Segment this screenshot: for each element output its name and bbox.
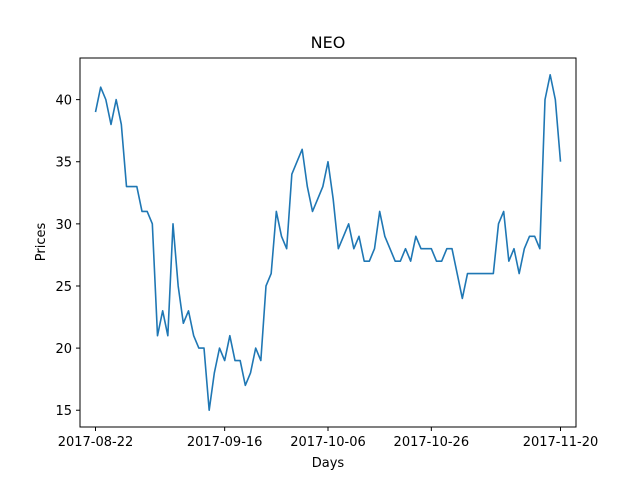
y-tick-label: 20 <box>55 342 72 357</box>
y-tick-label: 25 <box>55 280 72 295</box>
chart-title: NEO <box>311 33 346 52</box>
x-axis: 2017-08-22 2017-09-16 2017-10-06 2017-10-26… <box>58 427 599 450</box>
y-tick-label: 35 <box>55 156 72 171</box>
x-tick-label: 2017-10-06 <box>290 435 366 450</box>
x-tick-label: 2017-11-20 <box>523 435 599 450</box>
x-tick-label: 2017-08-22 <box>58 435 134 450</box>
y-tick-label: 15 <box>55 404 72 419</box>
y-axis: 15 20 25 30 35 40 <box>55 94 80 419</box>
y-tick-label: 30 <box>55 218 72 233</box>
x-axis-title: Days <box>312 456 345 471</box>
x-tick-label: 2017-09-16 <box>187 435 263 450</box>
x-tick-label: 2017-10-26 <box>394 435 470 450</box>
y-axis-title: Prices <box>34 223 49 262</box>
y-tick-label: 40 <box>55 94 72 109</box>
series-line-0 <box>94 73 562 412</box>
